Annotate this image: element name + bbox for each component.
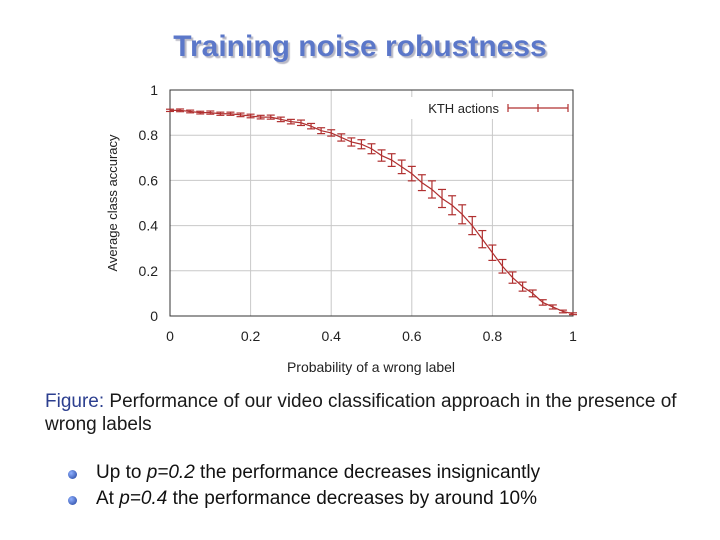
error-bar: [357, 139, 366, 150]
bullet-text-pre: Up to: [96, 462, 147, 483]
error-bar: [246, 113, 255, 119]
error-bar: [397, 159, 406, 175]
error-bar: [518, 281, 527, 292]
error-bar: [196, 110, 205, 115]
error-bar: [558, 309, 567, 314]
error-bar: [407, 165, 416, 182]
error-bar: [569, 312, 577, 316]
series-layer: [166, 108, 577, 316]
bullet-icon: [68, 470, 77, 479]
error-bar: [186, 109, 195, 114]
error-bar: [528, 289, 537, 298]
error-bar: [367, 143, 376, 155]
error-bar: [166, 108, 174, 113]
error-bar: [548, 304, 557, 310]
y-tick-labels: 0 0.2 0.4 0.6 0.8 1: [139, 82, 159, 324]
error-bar: [508, 271, 517, 284]
error-bar: [307, 122, 316, 130]
x-axis-label: Probability of a wrong label: [287, 359, 455, 375]
error-bar: [347, 137, 356, 147]
bullet-text-emphasis: p=0.2: [146, 462, 195, 483]
error-bar: [266, 114, 275, 120]
x-tick-label: 0: [166, 328, 174, 344]
error-bar: [256, 114, 265, 120]
bullet-icon: [68, 496, 77, 505]
error-bar: [458, 204, 467, 225]
legend: KTH actions: [395, 97, 571, 119]
legend-background: [395, 97, 571, 119]
error-bar: [296, 119, 305, 127]
error-bar: [286, 118, 295, 125]
error-bar: [176, 108, 185, 113]
error-bar: [327, 129, 336, 137]
error-bar: [538, 299, 547, 306]
error-bar: [317, 127, 326, 135]
x-tick-label: 1: [569, 328, 577, 344]
y-tick-label: 0.4: [139, 218, 159, 234]
bullet-item: Up to p=0.2 the performance decreases in…: [60, 460, 540, 486]
chart: 0 0.2 0.4 0.6 0.8 1 0 0.2 0.4 0.6 0.8 1 KTH action…: [105, 82, 577, 375]
bullet-text-emphasis: p=0.4: [119, 488, 168, 509]
error-bar: [387, 153, 396, 167]
legend-label-kth-actions: KTH actions: [428, 101, 499, 116]
error-bar: [206, 110, 215, 115]
caption-label: Figure:: [45, 391, 105, 412]
error-bar: [498, 258, 507, 274]
y-tick-label: 1: [150, 82, 158, 98]
error-bar: [427, 180, 436, 199]
figure-caption: Figure: Performance of our video classif…: [45, 390, 695, 436]
bullet-text-pre: At: [96, 488, 120, 509]
plot-frame: [169, 89, 574, 317]
x-tick-label: 0.2: [241, 328, 261, 344]
error-bar: [337, 133, 346, 142]
error-bar: [276, 116, 285, 123]
bullet-list: Up to p=0.2 the performance decreases in…: [60, 460, 540, 512]
error-bar: [468, 215, 477, 236]
caption-text: Performance of our video classification …: [45, 391, 677, 435]
error-bar: [377, 149, 386, 162]
error-bar: [478, 229, 487, 249]
y-tick-label: 0.8: [139, 127, 159, 143]
error-bar: [216, 111, 225, 116]
error-bar: [438, 188, 447, 209]
x-tick-label: 0.4: [321, 328, 341, 344]
error-bar: [226, 111, 235, 116]
x-tick-label: 0.8: [483, 328, 503, 344]
error-bar: [236, 112, 245, 118]
slide-title: Training noise robustness: [173, 30, 547, 63]
y-tick-label: 0.6: [139, 172, 159, 188]
bullet-text-post: the performance decreases insignicantly: [194, 462, 541, 483]
bullet-text-post: the performance decreases by around 10%: [167, 488, 537, 509]
error-bar: [417, 174, 426, 192]
y-tick-label: 0.2: [139, 263, 159, 279]
bullet-item: At p=0.4 the performance decreases by ar…: [60, 486, 540, 512]
y-tick-label: 0: [150, 308, 158, 324]
error-bar: [448, 195, 457, 216]
chart-grid: [170, 90, 573, 316]
x-tick-labels: 0 0.2 0.4 0.6 0.8 1: [166, 328, 577, 344]
error-bar: [488, 244, 497, 262]
x-tick-label: 0.6: [402, 328, 422, 344]
y-axis-label: Average class accuracy: [105, 134, 120, 272]
